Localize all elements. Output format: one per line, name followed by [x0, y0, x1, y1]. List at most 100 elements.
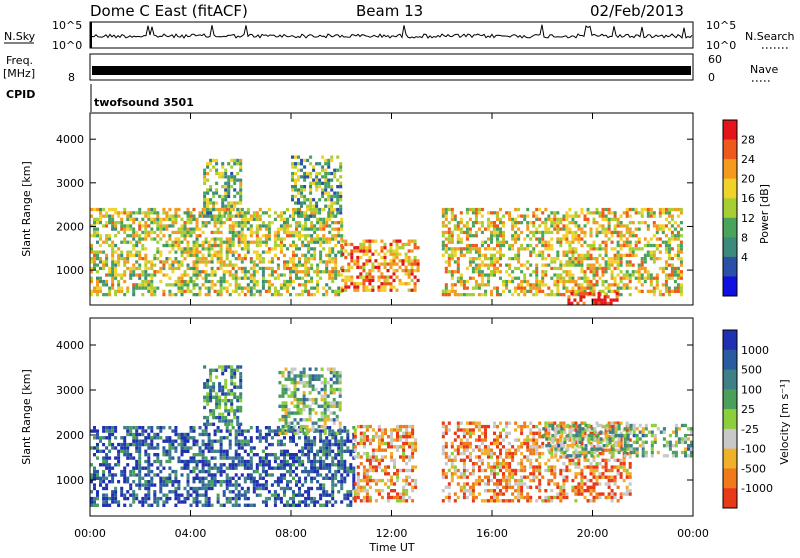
- heatmap-cell: [553, 260, 556, 263]
- heatmap-cell: [593, 211, 596, 214]
- heatmap-cell: [206, 402, 209, 405]
- heatmap-cell: [399, 253, 402, 256]
- heatmap-cell: [99, 215, 102, 218]
- heatmap-cell: [605, 218, 608, 221]
- heatmap-cell: [174, 429, 177, 432]
- heatmap-cell: [99, 477, 102, 480]
- heatmap-cell: [372, 435, 375, 438]
- heatmap-cell: [212, 205, 215, 208]
- heatmap-cell: [340, 456, 343, 459]
- heatmap-cell: [336, 371, 339, 374]
- heatmap-cell: [171, 456, 174, 459]
- heatmap-cell: [487, 273, 490, 276]
- heatmap-cell: [322, 224, 325, 227]
- heatmap-cell: [584, 241, 587, 244]
- heatmap-cell: [659, 290, 662, 293]
- heatmap-cell: [187, 208, 190, 211]
- heatmap-cell: [339, 205, 342, 208]
- heatmap-cell: [271, 267, 274, 270]
- heatmap-cell: [310, 293, 313, 296]
- heatmap-cell: [238, 504, 241, 507]
- heatmap-cell: [278, 428, 281, 431]
- heatmap-cell: [593, 267, 596, 270]
- heatmap-cell: [187, 467, 190, 470]
- heatmap-cell: [230, 399, 233, 402]
- heatmap-cell: [310, 228, 313, 231]
- heatmap-cell: [93, 287, 96, 290]
- heatmap-cell: [193, 208, 196, 211]
- heatmap-cell: [580, 211, 583, 214]
- heatmap-cell: [393, 428, 396, 431]
- heatmap-cell: [153, 446, 156, 449]
- heatmap-cell: [638, 264, 641, 267]
- heatmap-cell: [647, 241, 650, 244]
- heatmap-cell: [565, 270, 568, 273]
- heatmap-cell: [408, 249, 411, 252]
- heatmap-cell: [301, 228, 304, 231]
- heatmap-cell: [309, 182, 312, 185]
- heatmap-cell: [174, 244, 177, 247]
- heatmap-cell: [253, 453, 256, 456]
- heatmap-cell: [469, 486, 472, 489]
- heatmap-cell: [334, 440, 337, 443]
- heatmap-cell: [111, 283, 114, 286]
- heatmap-cell: [463, 486, 466, 489]
- heatmap-cell: [220, 221, 223, 224]
- heatmap-cell: [102, 429, 105, 432]
- heatmap-cell: [312, 215, 315, 218]
- heatmap-cell: [289, 231, 292, 234]
- heatmap-cell: [405, 253, 408, 256]
- heatmap-cell: [232, 237, 235, 240]
- heatmap-cell: [265, 224, 268, 227]
- heatmap-cell: [535, 215, 538, 218]
- heatmap-cell: [472, 428, 475, 431]
- heatmap-cell: [297, 208, 300, 211]
- heatmap-cell: [538, 280, 541, 283]
- heatmap-cell: [277, 477, 280, 480]
- heatmap-cell: [608, 228, 611, 231]
- heatmap-cell: [526, 244, 529, 247]
- heatmap-cell: [129, 443, 132, 446]
- heatmap-cell: [375, 489, 378, 492]
- heatmap-cell: [442, 221, 445, 224]
- heatmap-cell: [211, 254, 214, 257]
- power-heatmap-cells: [90, 156, 683, 305]
- heatmap-cell: [144, 277, 147, 280]
- heatmap-cell: [635, 234, 638, 237]
- heatmap-cell: [445, 211, 448, 214]
- heatmap-cell: [571, 241, 574, 244]
- heatmap-cell: [132, 426, 135, 429]
- heatmap-cell: [250, 280, 253, 283]
- heatmap-cell: [327, 418, 330, 421]
- heatmap-cell: [93, 260, 96, 263]
- heatmap-cell: [303, 211, 306, 214]
- heatmap-cell: [472, 492, 475, 495]
- heatmap-cell: [496, 257, 499, 260]
- heatmap-cell: [396, 472, 399, 475]
- heatmap-cell: [460, 277, 463, 280]
- heatmap-cell: [327, 368, 330, 371]
- heatmap-cell: [375, 449, 378, 452]
- heatmap-cell: [448, 469, 451, 472]
- heatmap-cell: [325, 270, 328, 273]
- heatmap-cell: [202, 429, 205, 432]
- heatmap-cell: [129, 453, 132, 456]
- heatmap-cell: [599, 267, 602, 270]
- heatmap-cell: [599, 224, 602, 227]
- heatmap-cell: [593, 221, 596, 224]
- heatmap-cell: [190, 436, 193, 439]
- heatmap-cell: [472, 432, 475, 435]
- heatmap-cell: [177, 497, 180, 500]
- heatmap-cell: [233, 369, 236, 372]
- heatmap-cell: [362, 276, 365, 279]
- heatmap-cell: [529, 254, 532, 257]
- heatmap-cell: [565, 231, 568, 234]
- heatmap-cell: [238, 497, 241, 500]
- heatmap-cell: [132, 237, 135, 240]
- heatmap-cell: [626, 208, 629, 211]
- heatmap-cell: [662, 208, 665, 211]
- heatmap-cell: [298, 494, 301, 497]
- heatmap-cell: [520, 270, 523, 273]
- heatmap-cell: [223, 490, 226, 493]
- heatmap-cell: [328, 470, 331, 473]
